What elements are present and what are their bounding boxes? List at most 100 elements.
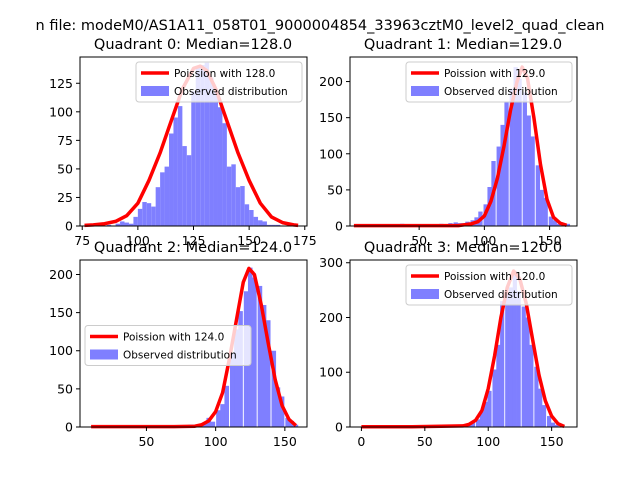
quadrant-0-bar bbox=[106, 224, 112, 226]
quadrant-1-bar bbox=[522, 92, 527, 226]
quadrant-0-bar bbox=[182, 146, 187, 226]
quadrant-0-y-tick-label: 75 bbox=[57, 133, 73, 148]
quadrant-1-legend-observed-swatch bbox=[411, 86, 439, 96]
quadrant-1-bar bbox=[504, 102, 509, 226]
quadrant-3-bar bbox=[529, 344, 534, 427]
quadrant-0-legend-observed-swatch bbox=[141, 86, 169, 96]
quadrant-0-x-tick-label: 175 bbox=[293, 233, 317, 248]
quadrant-0-bar bbox=[275, 224, 281, 226]
quadrant-1-axes-frame bbox=[349, 56, 578, 227]
quadrant-3-bar bbox=[470, 422, 476, 427]
quadrant-2-bar bbox=[279, 396, 285, 427]
quadrant-3-bar bbox=[512, 270, 517, 427]
quadrant-0-x-tick-label: 125 bbox=[182, 233, 206, 248]
quadrant-3-bars bbox=[365, 270, 564, 427]
quadrant-2-x-tick-label: 150 bbox=[273, 434, 297, 449]
quadrant-0-bar bbox=[235, 187, 241, 226]
quadrant-3-bar bbox=[508, 287, 514, 427]
quadrant-2-y-tick-label: 200 bbox=[49, 267, 73, 282]
quadrant-3-y-tick-label: 0 bbox=[335, 420, 343, 435]
quadrant-2-bar bbox=[265, 320, 271, 427]
quadrant-3-legend-box bbox=[405, 264, 573, 306]
quadrant-1-legend-observed-label: Observed distribution bbox=[444, 86, 558, 98]
quadrant-3-bar bbox=[479, 411, 484, 427]
quadrant-0-bar bbox=[231, 164, 236, 226]
quadrant-2-y-tick-label: 150 bbox=[49, 305, 73, 320]
quadrant-2-y-tick-label: 0 bbox=[65, 420, 73, 435]
quadrant-0-bar bbox=[177, 106, 183, 226]
quadrant-3-x-ticks: 0 50 100 150 bbox=[357, 427, 564, 449]
quadrant-0-y-tick-label: 0 bbox=[65, 219, 73, 234]
figure-suptitle: n file: modeM0/AS1A11_058T01_9000004854_… bbox=[36, 18, 605, 34]
quadrant-2-bar bbox=[216, 410, 221, 427]
quadrant-0-y-ticks: 0 25 50 75 100 125 bbox=[49, 76, 80, 234]
quadrant-2-bar bbox=[271, 350, 277, 427]
quadrant-3-bar bbox=[534, 366, 539, 427]
quadrant-2-legend-observed-swatch bbox=[90, 349, 118, 360]
quadrant-2-x-tick-label: 50 bbox=[138, 434, 154, 449]
quadrant-3-bar bbox=[541, 405, 547, 427]
quadrant-0-bar bbox=[262, 221, 267, 226]
quadrant-3-bar bbox=[505, 292, 510, 427]
quadrant-3-bar bbox=[500, 301, 505, 427]
quadrant-2-panel: Quadrant 2: Median=124.0 50 100 150 0 50 100… bbox=[49, 240, 308, 449]
quadrant-0-bar bbox=[128, 223, 134, 226]
quadrant-1-bar bbox=[526, 115, 531, 226]
quadrant-0-bar bbox=[186, 155, 192, 226]
quadrant-1-bar bbox=[539, 189, 544, 226]
quadrant-3-legend-poisson-label: Poission with 120.0 bbox=[444, 271, 545, 283]
quadrant-0-y-tick-label: 125 bbox=[49, 76, 73, 91]
quadrant-3-y-tick-label: 200 bbox=[319, 310, 343, 325]
quadrant-3-x-tick-label: 0 bbox=[357, 434, 365, 449]
quadrant-0-bar bbox=[209, 77, 214, 227]
quadrant-3-legend-observed-label: Observed distribution bbox=[444, 289, 558, 301]
quadrant-2-bar bbox=[293, 424, 299, 427]
quadrant-2-bar bbox=[224, 385, 230, 427]
quadrant-3-panel: Quadrant 3: Median=120.0 0 50 100 150 0 100 2… bbox=[319, 240, 578, 449]
quadrant-0-bar bbox=[258, 220, 263, 226]
quadrant-1-bar bbox=[543, 197, 548, 226]
quadrant-3-legend: Poission with 120.0 Observed distributio… bbox=[405, 264, 573, 306]
quadrant-0-x-tick-label: 150 bbox=[237, 233, 261, 248]
quadrant-2-bar bbox=[252, 277, 257, 427]
quadrant-0-bar bbox=[200, 64, 205, 226]
quadrant-1-bar bbox=[552, 220, 557, 226]
quadrant-2-bar bbox=[229, 353, 235, 427]
quadrant-0-bar bbox=[169, 133, 174, 226]
quadrant-1-y-tick-label: 50 bbox=[327, 182, 343, 197]
quadrant-0-bar bbox=[191, 91, 196, 226]
quadrant-2-legend-observed-label: Observed distribution bbox=[123, 350, 237, 362]
quadrant-0-bars bbox=[88, 62, 281, 227]
quadrant-1-bar bbox=[565, 223, 571, 226]
quadrant-0-bar bbox=[146, 203, 152, 226]
quadrant-0-bar bbox=[137, 208, 143, 226]
quadrant-3-bar bbox=[487, 390, 492, 427]
quadrant-1-y-tick-label: 100 bbox=[319, 146, 343, 161]
quadrant-0-bar bbox=[217, 107, 223, 226]
quadrant-0-legend-poisson-label: Poission with 128.0 bbox=[174, 68, 275, 80]
quadrant-0-bar bbox=[120, 221, 125, 226]
quadrant-0-bar bbox=[142, 202, 147, 226]
quadrant-3-bar bbox=[496, 344, 501, 427]
quadrant-0-bar bbox=[253, 216, 259, 226]
quadrant-1-bar bbox=[513, 67, 518, 226]
quadrant-0-x-tick-label: 75 bbox=[74, 233, 90, 248]
quadrant-0-legend-box bbox=[135, 61, 303, 103]
quadrant-2-bar bbox=[285, 417, 290, 427]
quadrant-3-bar bbox=[483, 401, 488, 427]
quadrant-3-bar bbox=[554, 424, 559, 427]
quadrant-2-bar bbox=[275, 387, 281, 427]
quadrant-0-bar bbox=[160, 172, 165, 226]
quadrant-0-bar bbox=[213, 92, 218, 226]
quadrant-0-bar bbox=[226, 166, 232, 226]
quadrant-3-bar bbox=[547, 416, 552, 427]
quadrant-1-bar bbox=[535, 165, 541, 226]
quadrant-0-bar bbox=[164, 166, 170, 226]
quadrant-0-bar bbox=[266, 224, 272, 226]
quadrant-0-bar bbox=[155, 187, 161, 226]
quadrant-0-panel: Quadrant 0: Median=128.0 75 100 125 150 175 … bbox=[49, 37, 317, 248]
quadrant-2-bar bbox=[210, 421, 216, 427]
quadrant-2-bar bbox=[257, 285, 263, 427]
quadrant-0-bar bbox=[222, 123, 227, 226]
quadrant-0-bar bbox=[271, 224, 276, 226]
